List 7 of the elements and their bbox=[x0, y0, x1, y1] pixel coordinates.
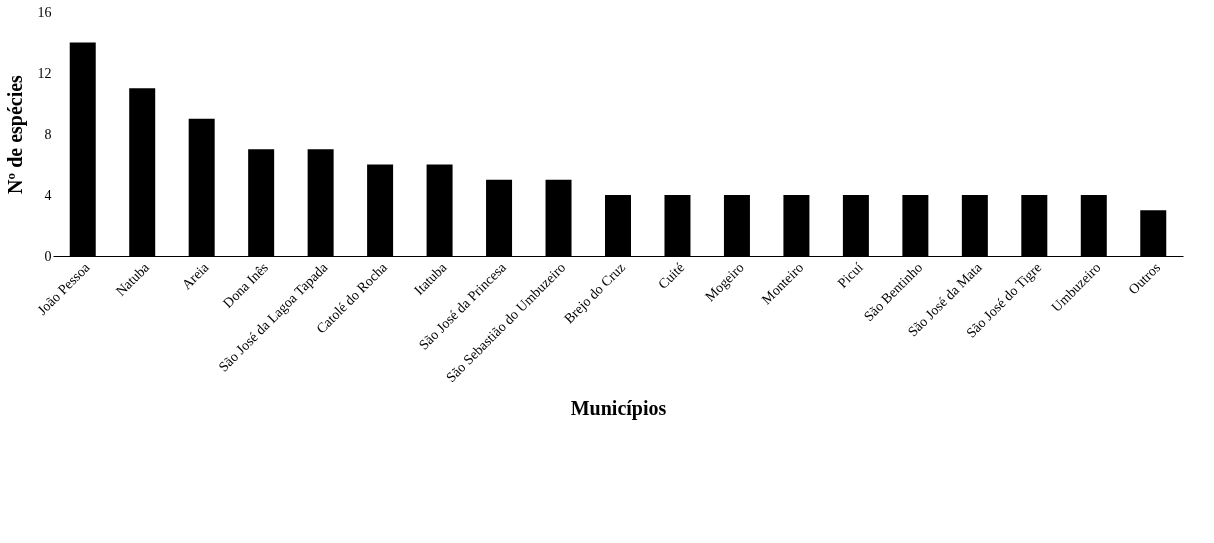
y-tick-label: 8 bbox=[44, 126, 52, 142]
y-tick-label: 16 bbox=[37, 4, 52, 20]
y-tick-label: 0 bbox=[44, 248, 52, 264]
y-axis-title: Nº de espécies bbox=[3, 74, 27, 194]
y-tick-label: 4 bbox=[44, 187, 52, 203]
x-axis-title: Municípios bbox=[570, 397, 667, 421]
y-tick-label: 12 bbox=[37, 65, 52, 81]
